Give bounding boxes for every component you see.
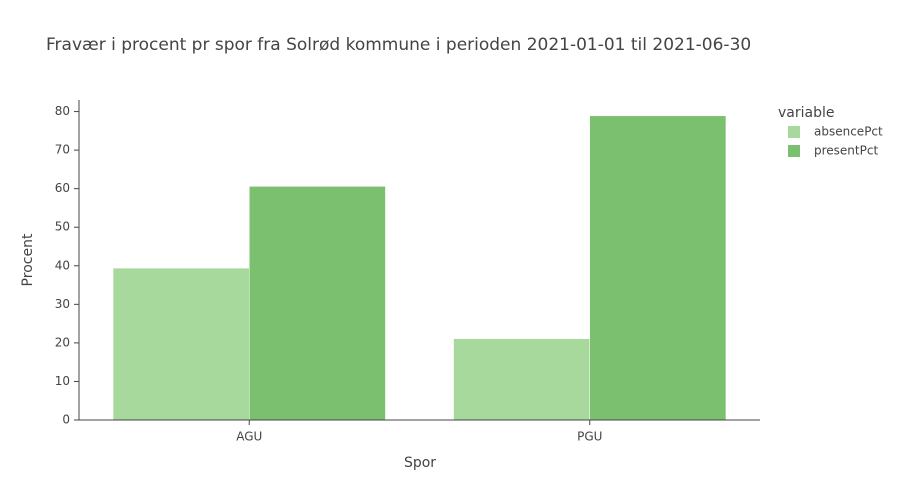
y-tick-label: 10 bbox=[55, 374, 70, 388]
y-axis-title: Procent bbox=[20, 233, 36, 286]
y-tick-label: 60 bbox=[55, 181, 70, 195]
bar bbox=[453, 338, 590, 421]
y-tick-label: 0 bbox=[62, 413, 70, 427]
legend-swatch bbox=[788, 145, 800, 157]
legend-title: variable bbox=[778, 105, 834, 121]
y-tick-label: 20 bbox=[55, 335, 70, 349]
chart-title: Fravær i procent pr spor fra Solrød komm… bbox=[46, 35, 751, 55]
bar bbox=[589, 115, 727, 421]
bar bbox=[112, 267, 250, 421]
y-tick-label: 70 bbox=[55, 143, 70, 157]
x-tick-label: AGU bbox=[236, 430, 262, 444]
y-tick-label: 80 bbox=[55, 104, 70, 118]
bar bbox=[249, 186, 386, 421]
legend-label: presentPct bbox=[814, 144, 878, 158]
x-axis-title: Spor bbox=[404, 455, 436, 471]
x-tick-label: PGU bbox=[577, 430, 602, 444]
y-tick-label: 40 bbox=[55, 258, 70, 272]
legend-swatch bbox=[788, 126, 800, 138]
y-tick-label: 50 bbox=[55, 220, 70, 234]
legend-label: absencePct bbox=[814, 125, 883, 139]
y-tick-label: 30 bbox=[55, 297, 70, 311]
